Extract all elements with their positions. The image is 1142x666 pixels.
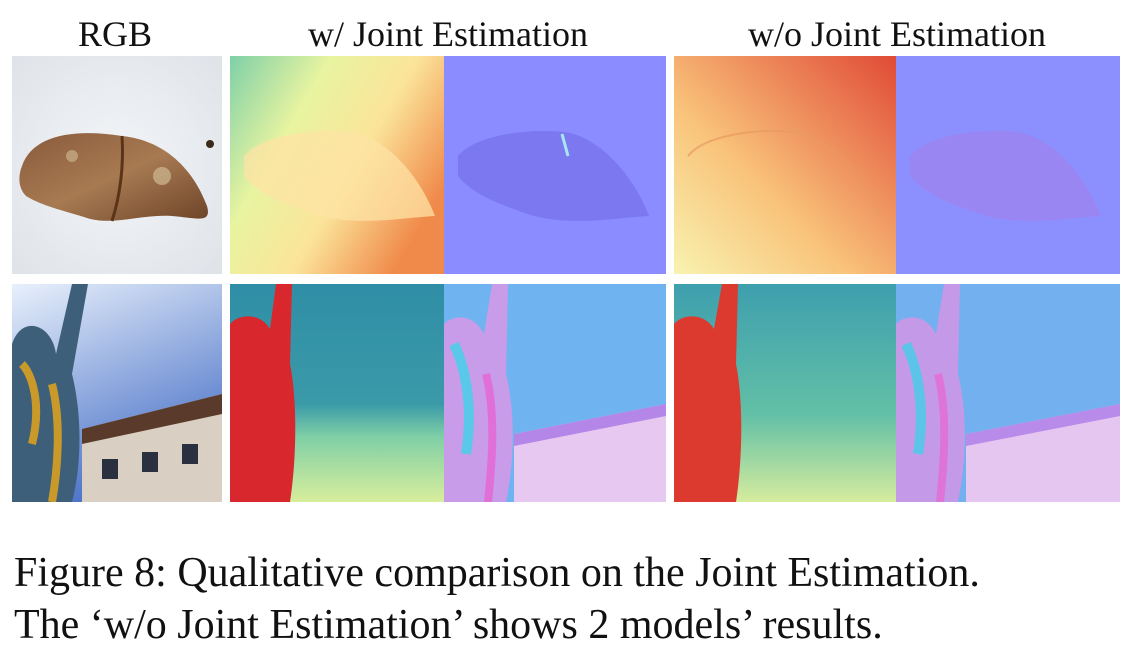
depth-map-statue-no-joint <box>674 284 896 502</box>
depth-map-moth-no-joint <box>674 56 896 274</box>
figure-caption-line-1: Figure 8: Qualitative comparison on the … <box>14 550 980 596</box>
rgb-image-moth <box>12 56 222 274</box>
normal-map-moth-no-joint <box>896 56 1120 274</box>
normal-map-statue-joint <box>444 284 666 502</box>
header-with-joint-estimation: w/ Joint Estimation <box>307 14 588 54</box>
depth-map-moth-joint <box>230 56 444 274</box>
figure-caption-line-2: The ‘w/o Joint Estimation’ shows 2 model… <box>14 602 883 648</box>
header-rgb: RGB <box>77 14 153 54</box>
normal-map-moth-joint <box>444 56 666 274</box>
depth-map-statue-joint <box>230 284 444 502</box>
header-without-joint-estimation: w/o Joint Estimation <box>747 14 1046 54</box>
rgb-image-statue <box>12 284 222 502</box>
normal-map-statue-no-joint <box>896 284 1120 502</box>
